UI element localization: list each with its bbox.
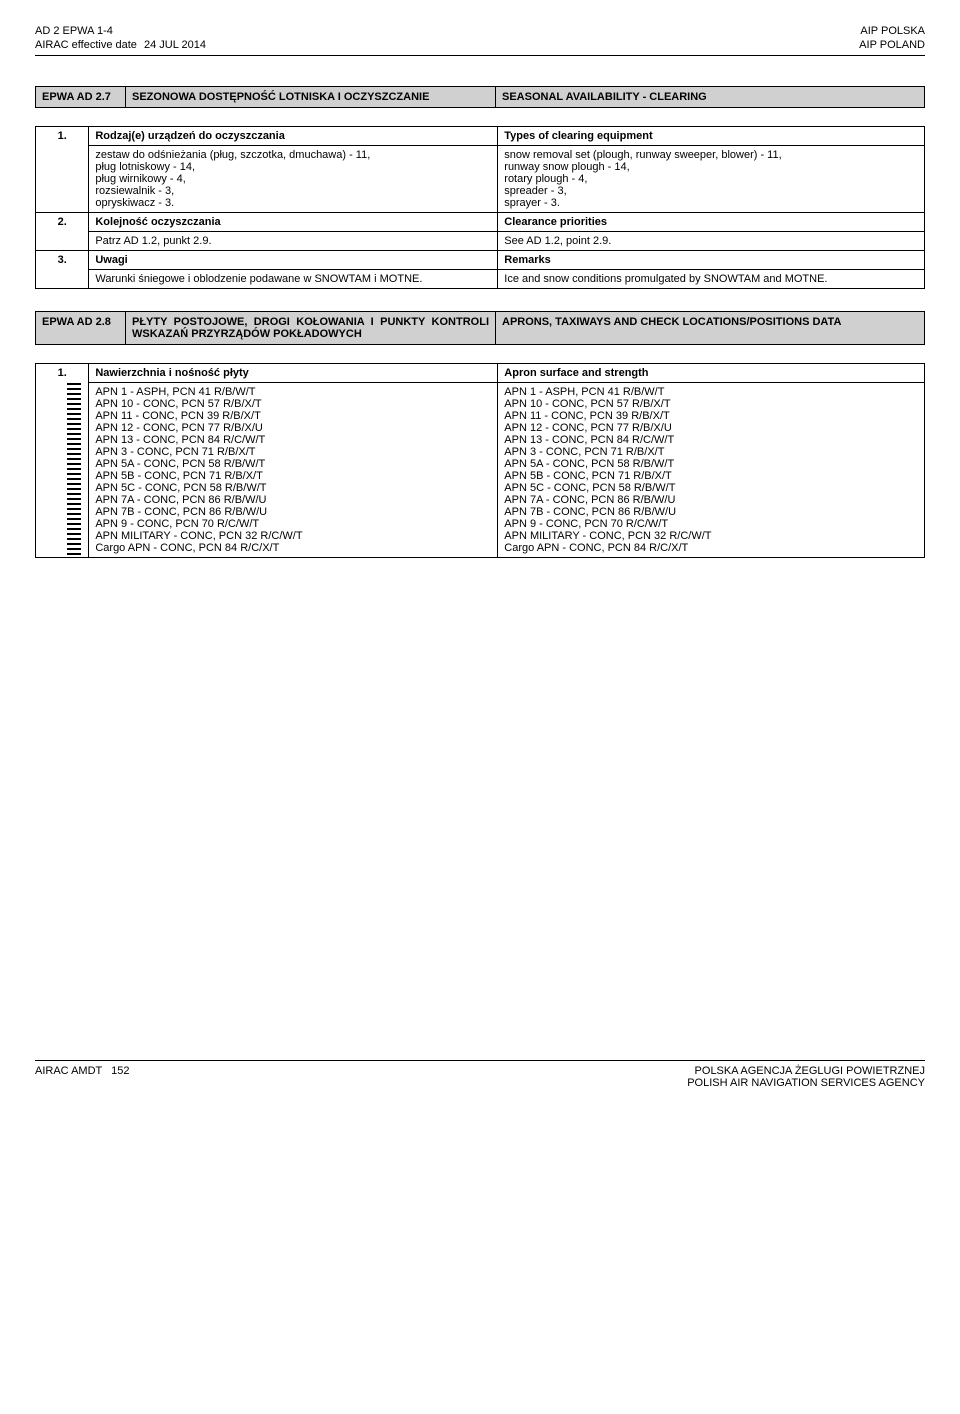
row-label-pl: Kolejność oczyszczania bbox=[89, 213, 498, 232]
header-effective-date: 24 JUL 2014 bbox=[144, 39, 206, 51]
row-label-pl: Nawierzchnia i nośność płyty bbox=[89, 364, 498, 383]
row-num: 3. bbox=[36, 251, 89, 289]
header-aip-en: AIP POLAND bbox=[859, 39, 925, 51]
row-num: 2. bbox=[36, 213, 89, 251]
row-body-en: snow removal set (plough, runway sweeper… bbox=[498, 146, 925, 213]
page-footer: AIRAC AMDT 152 POLSKA AGENCJA ŻEGLUGI PO… bbox=[35, 1060, 925, 1089]
row-body-en: APN 1 - ASPH, PCN 41 R/B/W/T APN 10 - CO… bbox=[498, 383, 925, 558]
row-body-pl: APN 1 - ASPH, PCN 41 R/B/W/T APN 10 - CO… bbox=[89, 383, 498, 558]
row-label-pl: Rodzaj(e) urządzeń do oczyszczania bbox=[89, 127, 498, 146]
row-num: 1. bbox=[36, 127, 89, 213]
row-label-pl: Uwagi bbox=[89, 251, 498, 270]
footer-agency-pl: POLSKA AGENCJA ŻEGLUGI POWIETRZNEJ bbox=[687, 1065, 925, 1077]
footer-amdt-no: 152 bbox=[111, 1065, 129, 1077]
row-label-en: Apron surface and strength bbox=[498, 364, 925, 383]
section-2-8-data: 1. Nawierzchnia i nośność płyty Apron su… bbox=[35, 363, 925, 558]
section-2-8-title-en: APRONS, TAXIWAYS AND CHECK LOCATIONS/POS… bbox=[496, 312, 925, 345]
row-label-en: Clearance priorities bbox=[498, 213, 925, 232]
section-2-7-code: EPWA AD 2.7 bbox=[36, 87, 126, 108]
section-2-8-title-pl: PŁYTY POSTOJOWE, DROGI KOŁOWANIA I PUNKT… bbox=[126, 312, 496, 345]
row-body-pl: zestaw do odśnieżania (pług, szczotka, d… bbox=[89, 146, 498, 213]
row-label-en: Remarks bbox=[498, 251, 925, 270]
section-2-7-data: 1. Rodzaj(e) urządzeń do oczyszczania Ty… bbox=[35, 126, 925, 289]
footer-agency-en: POLISH AIR NAVIGATION SERVICES AGENCY bbox=[687, 1077, 925, 1089]
section-2-7-title-en: SEASONAL AVAILABILITY - CLEARING bbox=[496, 87, 925, 108]
row-body-pl: Warunki śniegowe i oblodzenie podawane w… bbox=[89, 270, 498, 289]
page-filler bbox=[35, 580, 925, 1060]
section-2-7-header: EPWA AD 2.7 SEZONOWA DOSTĘPNOŚĆ LOTNISKA… bbox=[35, 86, 925, 108]
header-aip-pl: AIP POLSKA bbox=[860, 25, 925, 37]
header-page-ref: AD 2 EPWA 1-4 bbox=[35, 25, 113, 37]
section-2-8-header: EPWA AD 2.8 PŁYTY POSTOJOWE, DROGI KOŁOW… bbox=[35, 311, 925, 345]
page-header: AD 2 EPWA 1-4 AIP POLSKA AIRAC effective… bbox=[35, 25, 925, 56]
header-airac-label: AIRAC effective date bbox=[35, 39, 137, 51]
footer-amdt-label: AIRAC AMDT bbox=[35, 1065, 102, 1077]
row-body-pl: Patrz AD 1.2, punkt 2.9. bbox=[89, 232, 498, 251]
row-label-en: Types of clearing equipment bbox=[498, 127, 925, 146]
row-body-en: See AD 1.2, point 2.9. bbox=[498, 232, 925, 251]
row-body-en: Ice and snow conditions promulgated by S… bbox=[498, 270, 925, 289]
section-2-7-title-pl: SEZONOWA DOSTĘPNOŚĆ LOTNISKA I OCZYSZCZA… bbox=[126, 87, 496, 108]
section-2-8-code: EPWA AD 2.8 bbox=[36, 312, 126, 345]
